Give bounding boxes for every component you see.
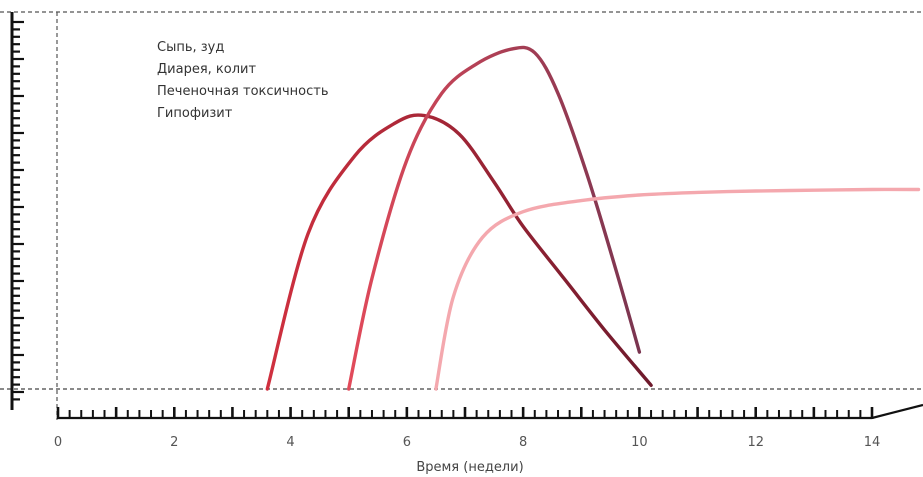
legend: Сыпь, зуд Диарея, колит Печеночная токсичн… bbox=[90, 40, 329, 121]
series-line-1 bbox=[347, 45, 642, 391]
legend-label: Диарея, колит bbox=[157, 62, 256, 77]
axis-ticks bbox=[12, 20, 874, 419]
x-tick-label: 4 bbox=[286, 435, 294, 450]
x-axis-tail bbox=[871, 403, 923, 420]
series-line-2 bbox=[434, 187, 921, 391]
x-tick-label: 6 bbox=[403, 435, 411, 450]
axis-labels: Время (недели) 0 2 4 6 8 10 12 14 bbox=[54, 435, 880, 475]
x-tick-label: 10 bbox=[631, 435, 648, 450]
x-tick-label: 2 bbox=[170, 435, 178, 450]
x-tick-label: 14 bbox=[864, 435, 881, 450]
legend-label: Гипофизит bbox=[157, 106, 233, 121]
series-line-0 bbox=[265, 113, 653, 391]
series-lines bbox=[265, 45, 921, 391]
x-axis-title: Время (недели) bbox=[416, 460, 523, 475]
x-tick-label: 8 bbox=[519, 435, 527, 450]
x-tick-label: 0 bbox=[54, 435, 62, 450]
legend-label: Сыпь, зуд bbox=[157, 40, 224, 55]
x-tick-label: 12 bbox=[747, 435, 764, 450]
legend-label: Печеночная токсичность bbox=[157, 84, 329, 99]
